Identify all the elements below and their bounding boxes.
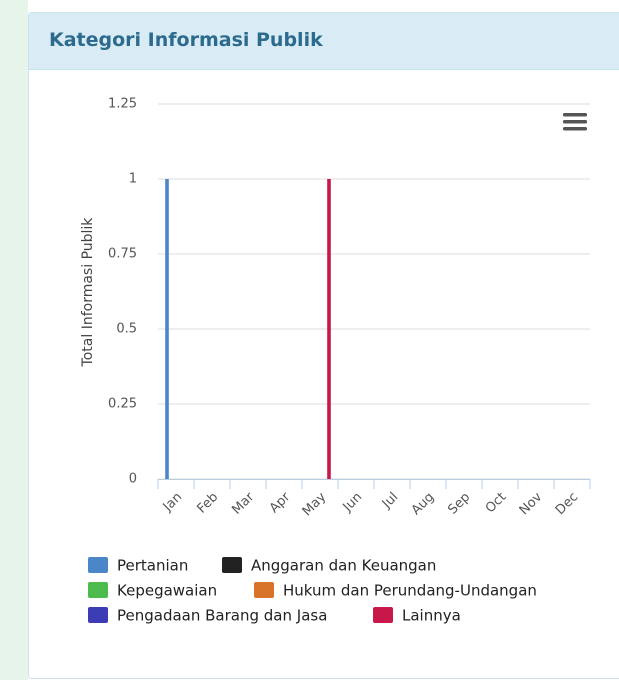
- x-tick-label: Aug: [409, 490, 438, 519]
- y-tick-label: 0.25: [108, 397, 137, 412]
- legend-label: Hukum dan Perundang-Undangan: [283, 582, 537, 600]
- y-axis-title: Total Informasi Publik: [80, 217, 96, 368]
- x-tick-label: May: [300, 489, 330, 519]
- x-tick-label: Feb: [194, 490, 221, 517]
- bar: [165, 179, 169, 479]
- menu-button[interactable]: [562, 111, 587, 133]
- x-tick-label: Apr: [267, 489, 294, 516]
- panel-header: Kategori Informasi Publik: [29, 13, 619, 70]
- y-tick-label: 0.5: [116, 322, 137, 337]
- y-tick-label: 0.75: [108, 247, 137, 262]
- legend-swatch: [88, 582, 108, 598]
- legend-label: Pertanian: [117, 557, 188, 575]
- legend-swatch: [88, 557, 108, 573]
- bar: [327, 179, 331, 479]
- x-tick-label: Jun: [340, 490, 366, 516]
- x-tick-label: Mar: [229, 489, 257, 517]
- legend-label: Lainnya: [402, 607, 461, 625]
- legend-swatch: [88, 607, 108, 623]
- x-tick-label: Jul: [379, 490, 401, 512]
- legend-swatch: [373, 607, 393, 623]
- x-tick-label: Oct: [483, 490, 510, 517]
- legend-swatch: [254, 582, 274, 598]
- legend-swatch: [222, 557, 242, 573]
- legend-label: Pengadaan Barang dan Jasa: [117, 607, 327, 625]
- y-tick-label: 0: [129, 472, 137, 487]
- legend-label: Anggaran dan Keuangan: [251, 557, 436, 575]
- x-tick-label: Nov: [517, 489, 546, 518]
- panel: Kategori Informasi Publik: [28, 12, 619, 679]
- y-tick-label: 1.25: [108, 97, 137, 112]
- x-tick-label: Dec: [553, 490, 581, 518]
- sidebar-strip: [0, 0, 28, 680]
- panel-title: Kategori Informasi Publik: [49, 29, 323, 51]
- x-tick-label: Jan: [160, 490, 185, 515]
- y-tick-label: 1: [129, 172, 137, 187]
- x-tick-label: Sep: [445, 490, 473, 518]
- legend-label: Kepegawaian: [117, 582, 217, 600]
